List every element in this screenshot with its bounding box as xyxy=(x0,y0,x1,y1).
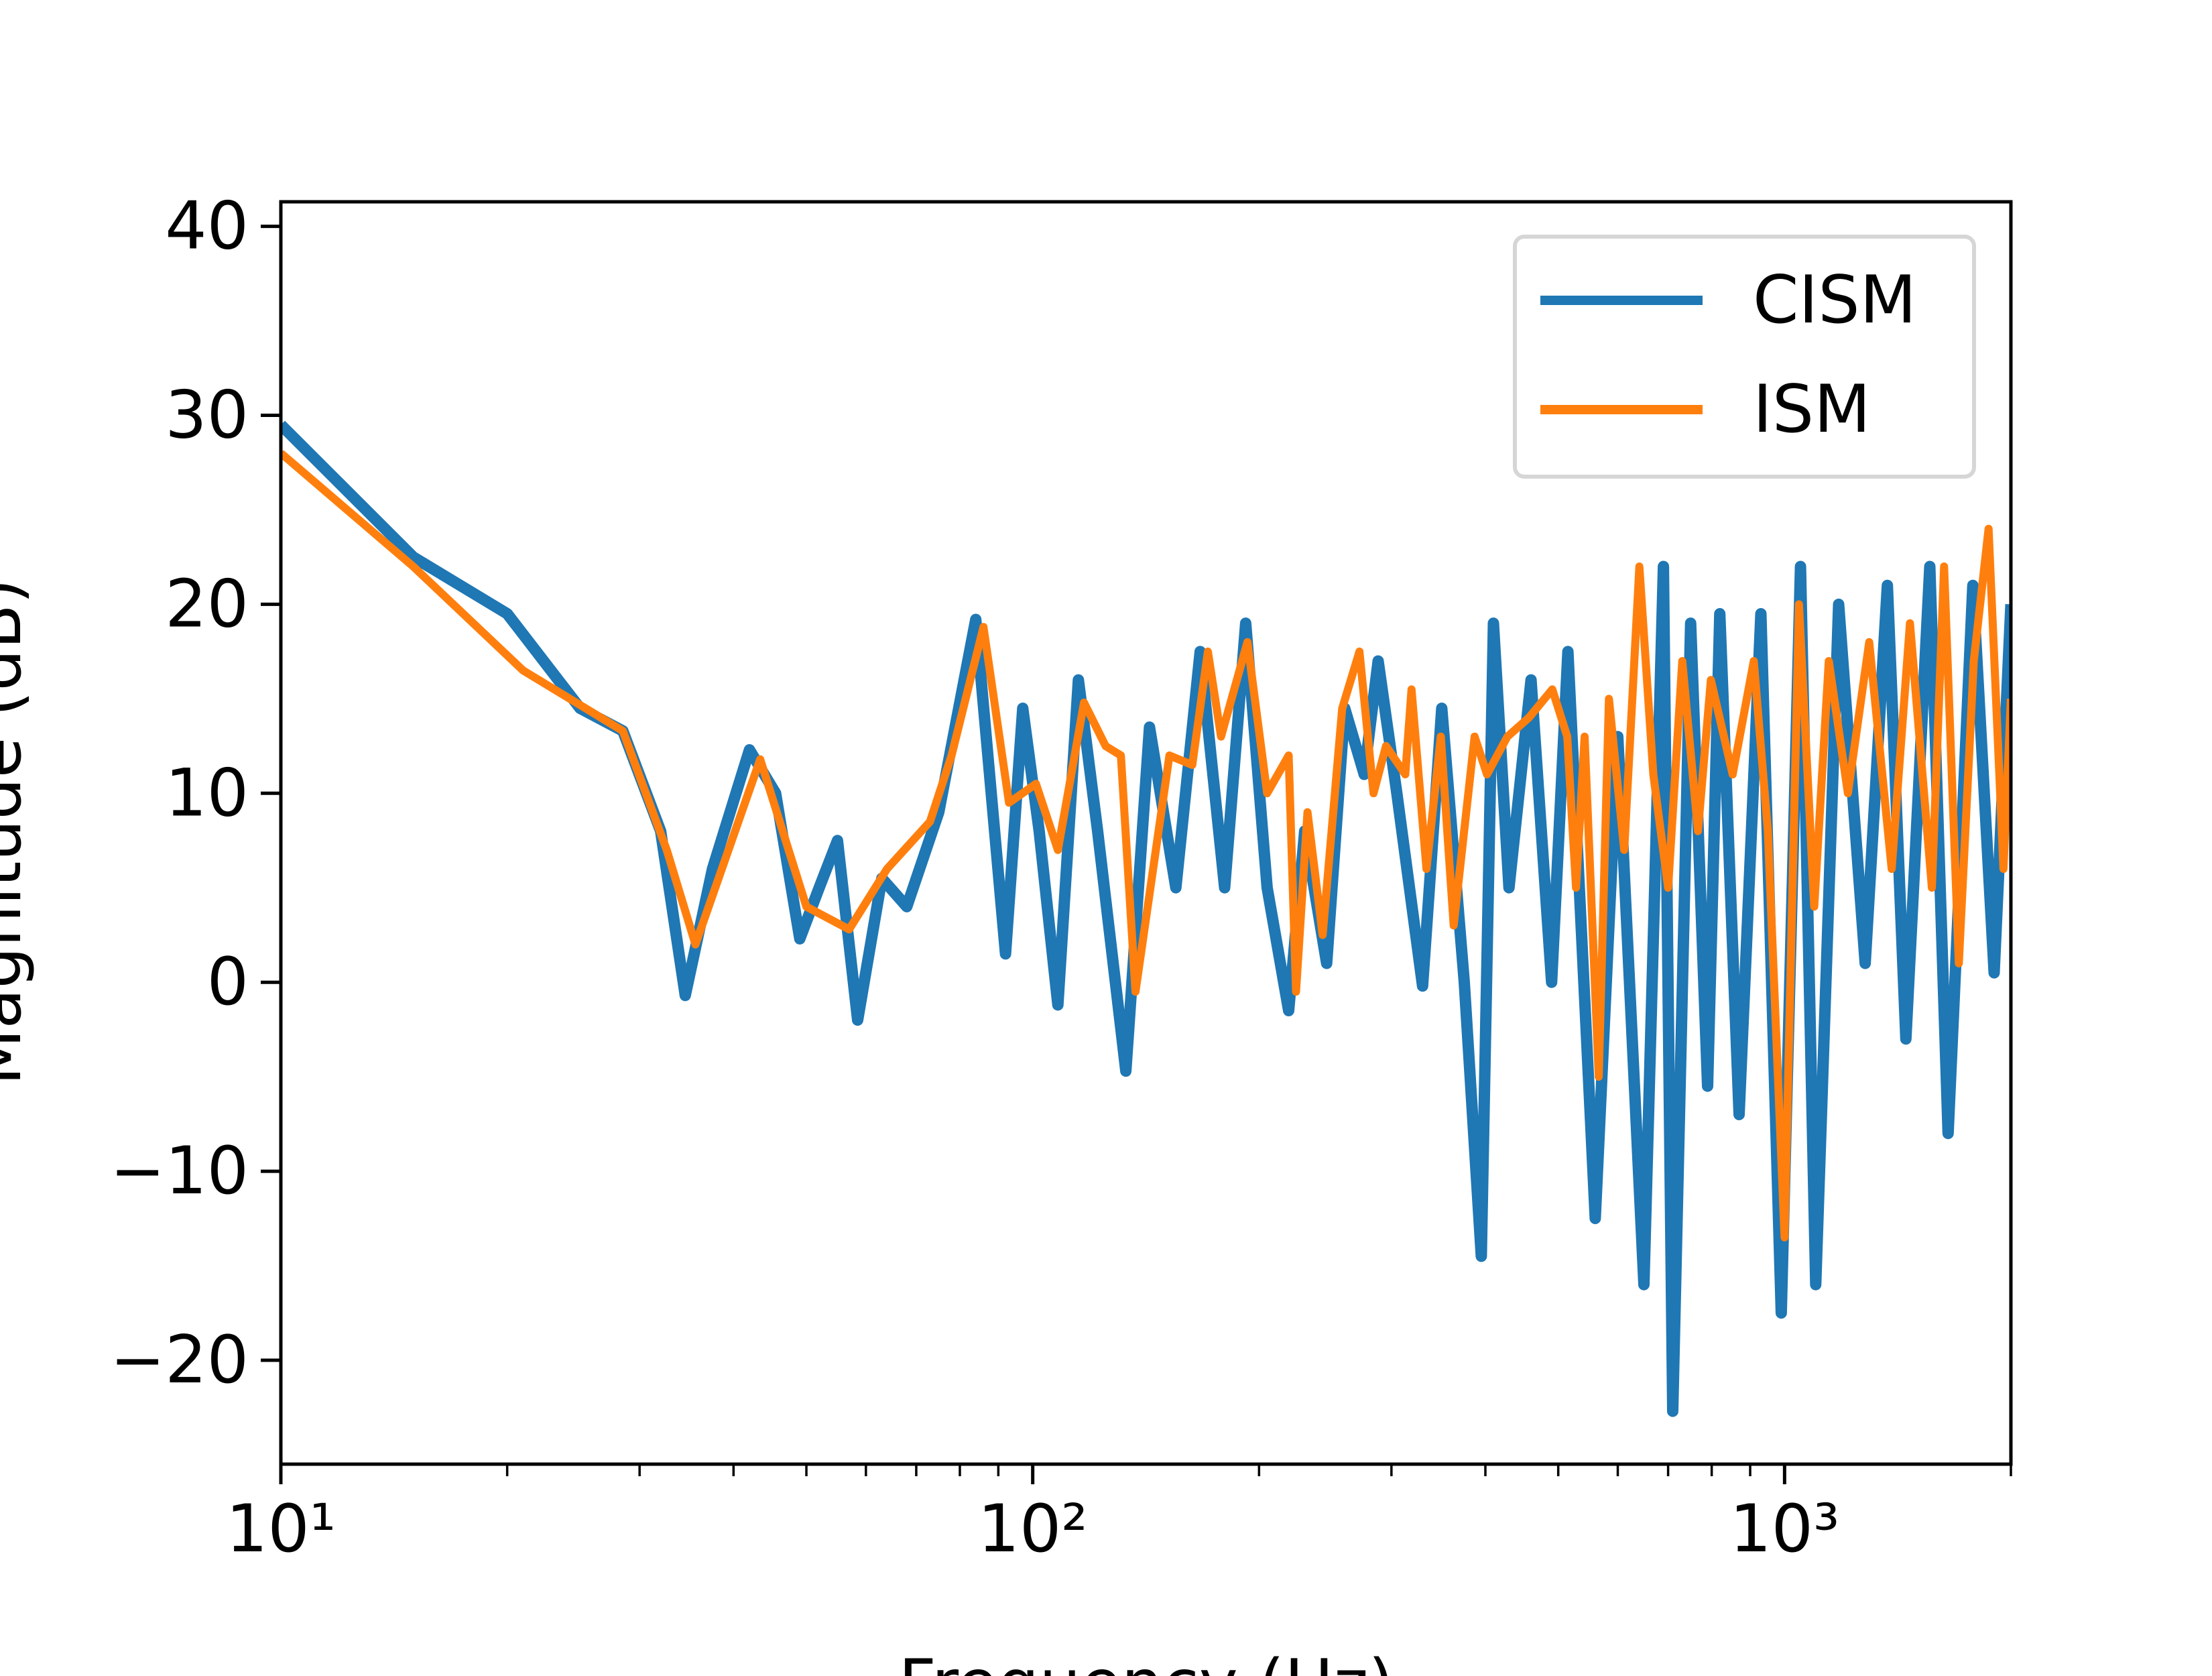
y-tick-label: 10 xyxy=(165,755,249,831)
x-tick-label: 10³ xyxy=(1729,1491,1839,1567)
x-tick-label: 10¹ xyxy=(226,1491,336,1567)
x-tick-label: 10² xyxy=(978,1491,1088,1567)
y-tick-label: −20 xyxy=(110,1322,249,1398)
y-axis-label: Magnitude (dB) xyxy=(0,579,36,1085)
series-line xyxy=(281,450,2011,1242)
legend-label: CISM xyxy=(1753,262,1916,339)
x-axis-label: Frequency (Hz) xyxy=(898,1646,1394,1676)
legend-label: ISM xyxy=(1753,371,1871,448)
y-tick-label: 0 xyxy=(207,944,249,1020)
axes-frame xyxy=(279,200,2013,1466)
y-tick-label: 40 xyxy=(165,188,249,265)
y-tick-label: 20 xyxy=(165,566,249,642)
y-tick-label: 30 xyxy=(165,377,249,454)
y-tick-label: −10 xyxy=(110,1133,249,1209)
plot-area xyxy=(281,420,2011,1417)
